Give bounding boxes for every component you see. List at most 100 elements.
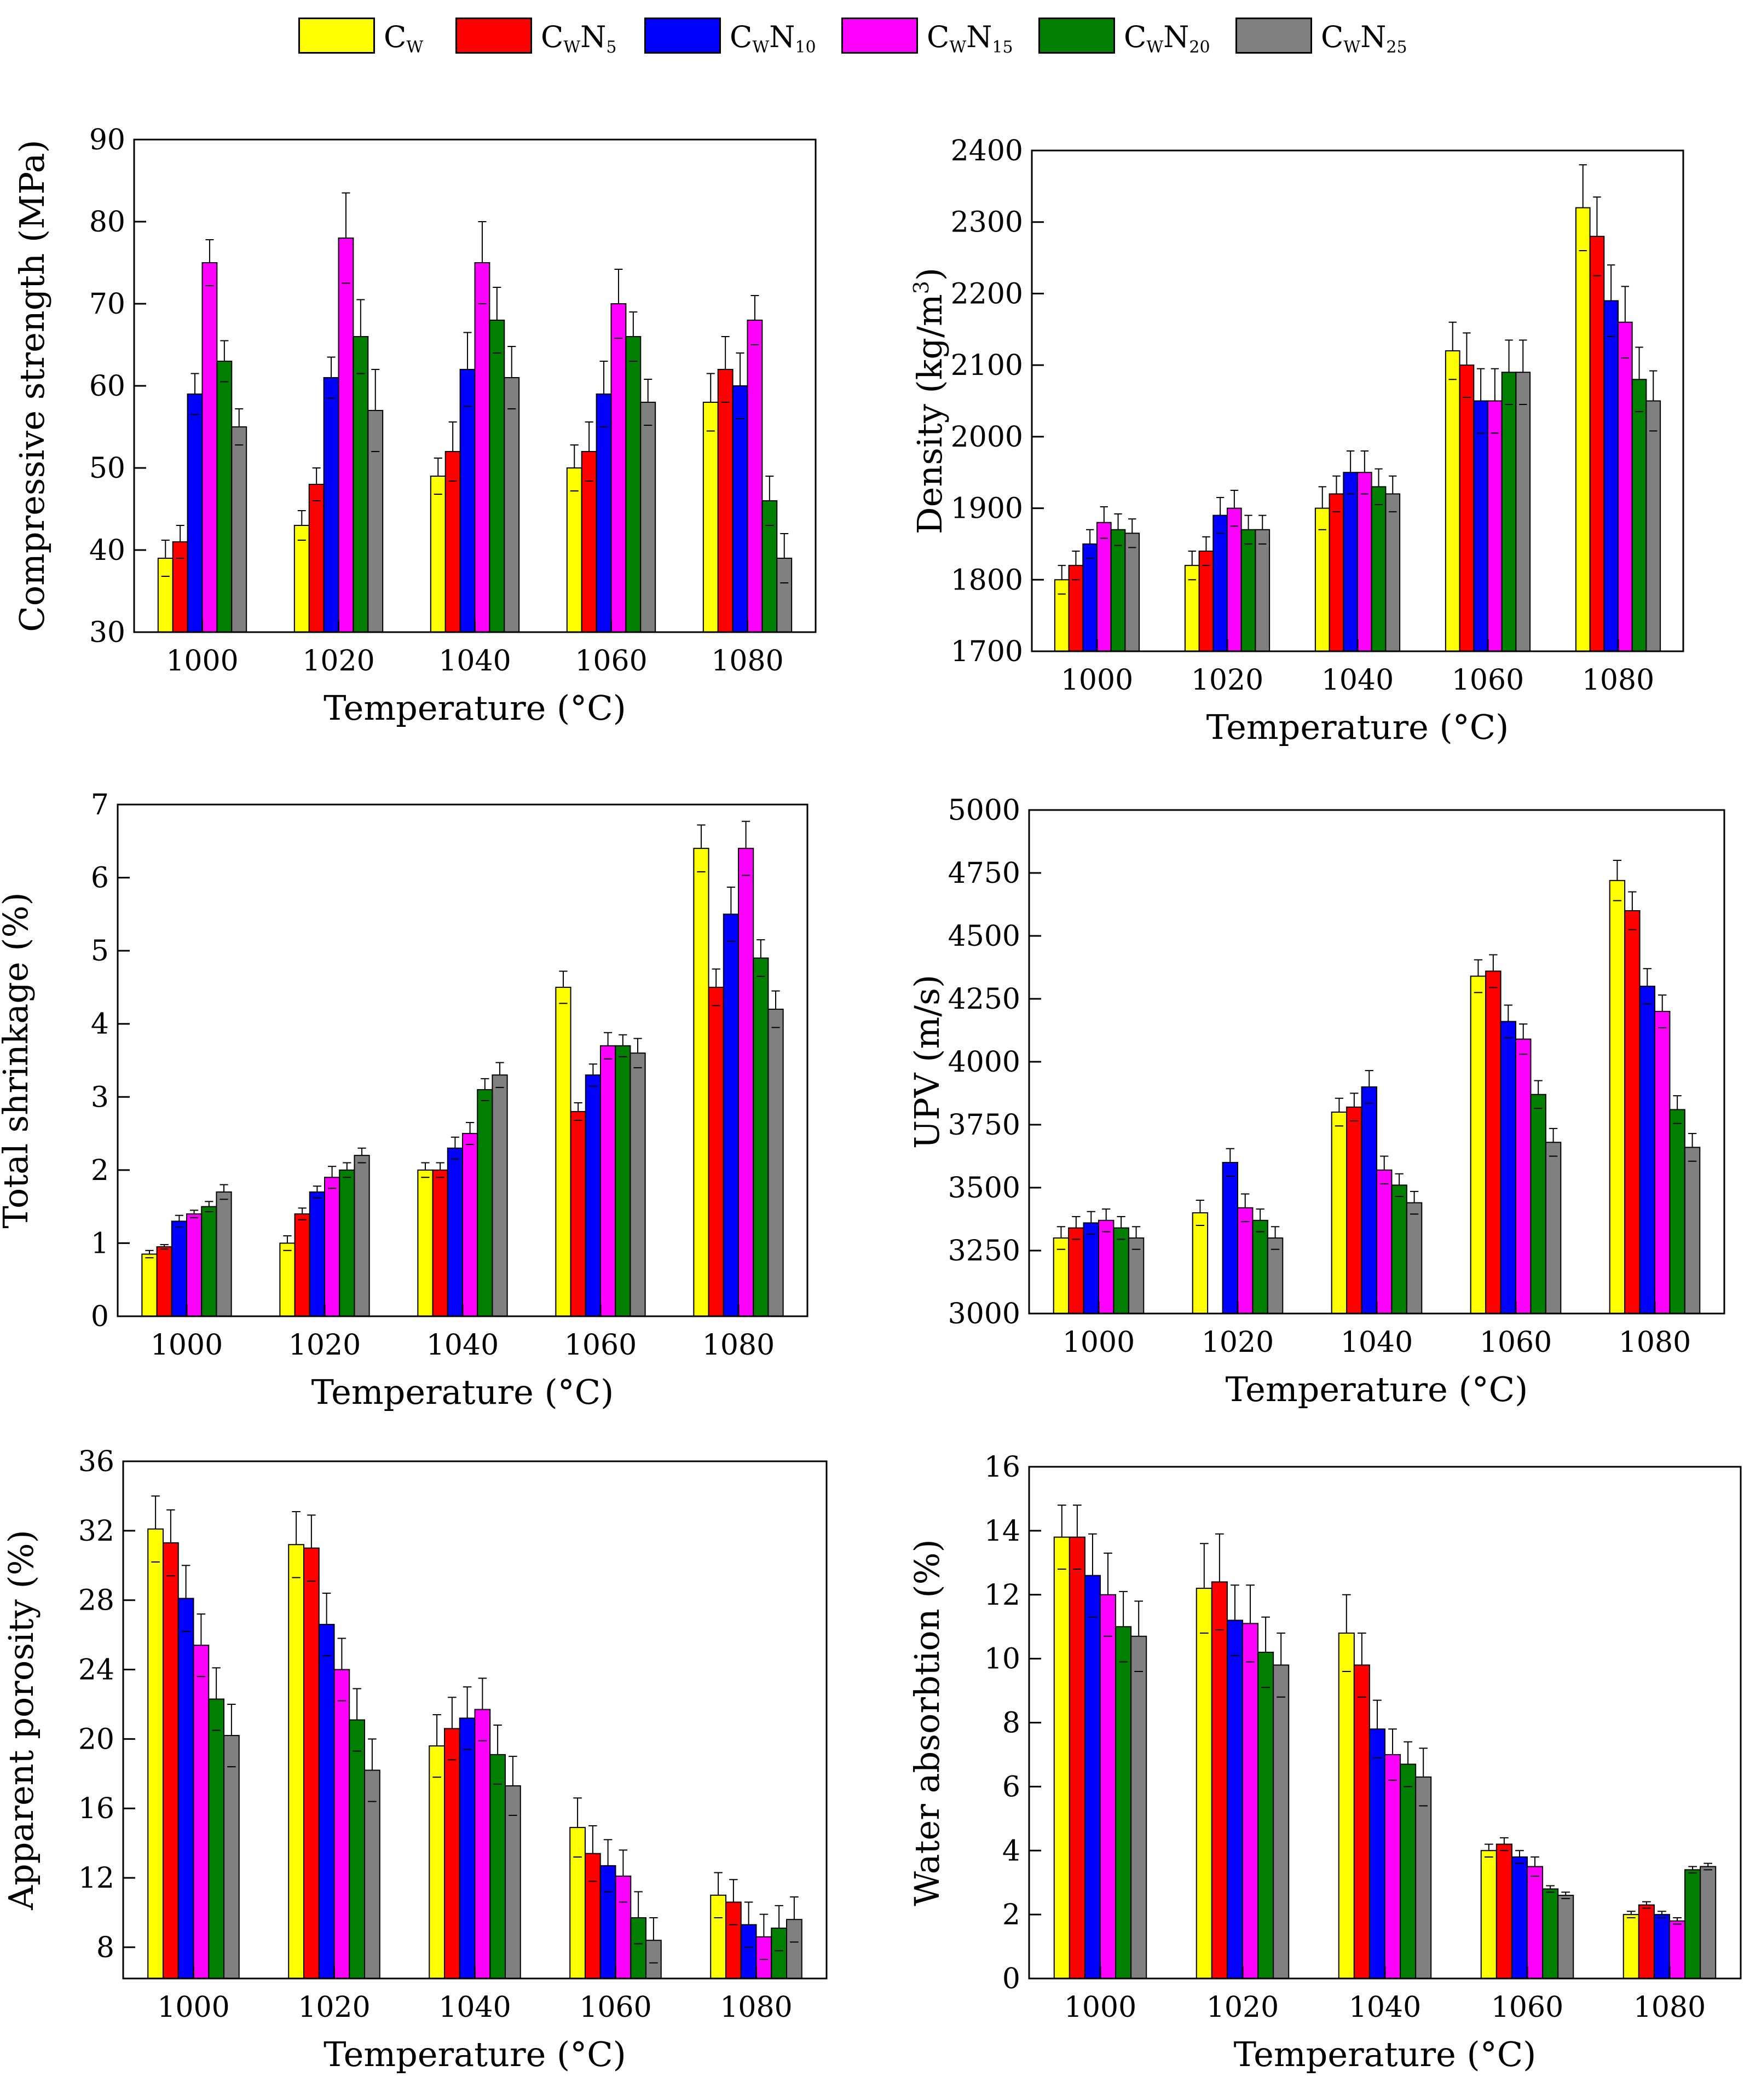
- error-bar-cwn20-1020: [1244, 514, 1252, 545]
- x-axis-label: Temperature (°C): [1206, 707, 1509, 747]
- y-tick-label: 3750: [948, 1109, 1020, 1142]
- y-tick-label: 10: [984, 1643, 1020, 1676]
- error-bar-cwn5-1080: [1642, 1901, 1651, 1909]
- error-bar-cw-1000: [145, 1249, 154, 1259]
- y-axis-label: UPV (m/s): [907, 975, 947, 1149]
- error-bar-cwn10-1040: [1365, 1070, 1373, 1104]
- bar-cwn15-1040: [462, 1133, 478, 1317]
- bar-cwn5-1000: [1069, 1536, 1085, 1979]
- error-bar-cwn15-1000: [1104, 1552, 1112, 1637]
- error-bar-cwn20-1040: [493, 287, 501, 354]
- bar-cw-1060: [1470, 975, 1487, 1314]
- y-axis-label: Density (kg/m3): [909, 268, 950, 534]
- bar-cwn5-1080: [1624, 910, 1641, 1314]
- x-tick-label: 1020: [288, 1329, 361, 1362]
- error-bar-cw-1000: [1057, 1505, 1066, 1570]
- bar-cw-1000: [141, 1253, 158, 1317]
- x-tick-label: 1000: [1064, 1991, 1136, 2024]
- y-tick-label: 5: [91, 935, 109, 968]
- bar-cwn15-1060: [600, 1045, 616, 1317]
- bar-cw-1080: [702, 402, 719, 633]
- error-bar-cwn10-1040: [463, 332, 472, 407]
- x-tick-label: 1040: [1341, 1326, 1413, 1359]
- x-tick-label: 1060: [564, 1329, 637, 1362]
- error-bar-cwn25-1080: [771, 990, 780, 1028]
- bar-cwn5-1020: [1211, 1581, 1228, 1979]
- error-bar-cwn25-1000: [1131, 1226, 1141, 1250]
- y-tick-label: 4500: [948, 920, 1020, 953]
- error-bar-cwn5-1040: [1358, 1632, 1366, 1698]
- bar-cwn15-1040: [474, 262, 490, 633]
- error-bar-cwn5-1060: [588, 1825, 597, 1882]
- bar-cwn25-1040: [1385, 493, 1401, 652]
- error-bar-cwn5-1080: [712, 968, 720, 1006]
- error-bar-cwn15-1000: [1102, 1208, 1111, 1233]
- y-tick-label: 2100: [951, 349, 1023, 382]
- y-tick-label: 6: [1002, 1771, 1020, 1803]
- bar-cwn20-1040: [489, 1754, 506, 1980]
- bar-cw-1020: [293, 525, 310, 633]
- error-bar-cwn15-1080: [1673, 1917, 1682, 1925]
- bar-cwn20-1000: [201, 1206, 217, 1317]
- error-bar-cwn25-1040: [507, 346, 516, 409]
- bar-cwn25-1080: [767, 1009, 784, 1317]
- bar-cwn10-1080: [723, 913, 740, 1317]
- bar-cwn25-1040: [1406, 1202, 1423, 1315]
- error-bar-cw-1020: [1196, 1200, 1205, 1226]
- bar-cwn5-1060: [1485, 970, 1502, 1314]
- bar-cwn25-1000: [223, 1735, 240, 1979]
- error-bar-cwn10-1000: [175, 1214, 184, 1228]
- error-bar-cwn20-1060: [629, 311, 638, 362]
- bar-cwn20-1060: [630, 1917, 647, 1979]
- error-bar-cwn5-1000: [1072, 551, 1080, 581]
- error-bar-cwn20-1060: [1534, 1080, 1543, 1109]
- error-bar-cwn5-1000: [1073, 1505, 1082, 1570]
- bar-cwn25-1000: [231, 426, 247, 633]
- y-tick-label: 16: [78, 1792, 114, 1825]
- error-bar-cwn25-1000: [220, 1184, 228, 1200]
- error-bar-cwn5-1020: [1215, 1533, 1224, 1631]
- y-tick-label: 8: [1002, 1707, 1020, 1740]
- x-tick-label: 1020: [1206, 1991, 1279, 2024]
- x-tick-label: 1040: [1321, 664, 1394, 697]
- bar-cw-1060: [566, 467, 582, 633]
- bar-cwn15-1060: [615, 1875, 632, 1979]
- bar-cwn20-1080: [761, 500, 778, 633]
- bar-cwn15-1000: [1098, 1219, 1114, 1315]
- bar-cw-1080: [1609, 880, 1626, 1315]
- bar-cw-1000: [1054, 579, 1070, 652]
- bar-cwn20-1000: [1113, 1227, 1129, 1315]
- y-tick-label: 70: [89, 288, 125, 321]
- error-bar-cwn25-1020: [357, 1147, 366, 1164]
- bar-cwn10-1020: [1226, 1619, 1243, 1979]
- error-bar-cwn20-1000: [1117, 1216, 1125, 1240]
- error-bar-cwn5-1080: [1593, 196, 1601, 276]
- y-tick-label: 1800: [951, 564, 1023, 597]
- error-bar-cwn10-1080: [1658, 1911, 1666, 1918]
- error-bar-cwn20-1080: [1688, 1866, 1697, 1874]
- legend-swatch-cwn5: [455, 18, 532, 54]
- error-bar-cwn5-1000: [176, 525, 184, 559]
- bar-cwn20-1020: [349, 1719, 366, 1979]
- x-tick-label: 1020: [302, 645, 374, 678]
- y-tick-label: 12: [984, 1579, 1020, 1612]
- error-bar-cwn15-1060: [1491, 368, 1499, 434]
- error-bar-cwn10-1000: [181, 1565, 190, 1632]
- error-bar-cwn20-1080: [1635, 346, 1643, 413]
- bar-cwn25-1020: [354, 1155, 370, 1317]
- error-bar-cwn25-1000: [227, 1703, 236, 1768]
- error-bar-cwn15-1040: [478, 1677, 487, 1742]
- error-bar-cwn20-1080: [775, 1905, 783, 1952]
- error-bar-cwn20-1040: [481, 1078, 489, 1101]
- error-bar-cwn15-1000: [205, 239, 214, 286]
- bar-cwn25-1060: [1545, 1142, 1562, 1314]
- x-axis-label: Temperature (°C): [1234, 2034, 1537, 2074]
- y-tick-label: 20: [78, 1723, 114, 1756]
- bar-cw-1060: [569, 1827, 586, 1980]
- bar-cwn10-1000: [1083, 1222, 1099, 1314]
- x-tick-label: 1080: [720, 1991, 792, 2024]
- bar-cw-1080: [1622, 1914, 1639, 1979]
- error-bar-cwn20-1000: [1119, 1590, 1128, 1663]
- bar-cwn20-1020: [1240, 529, 1256, 652]
- error-bar-cwn10-1020: [1216, 496, 1225, 534]
